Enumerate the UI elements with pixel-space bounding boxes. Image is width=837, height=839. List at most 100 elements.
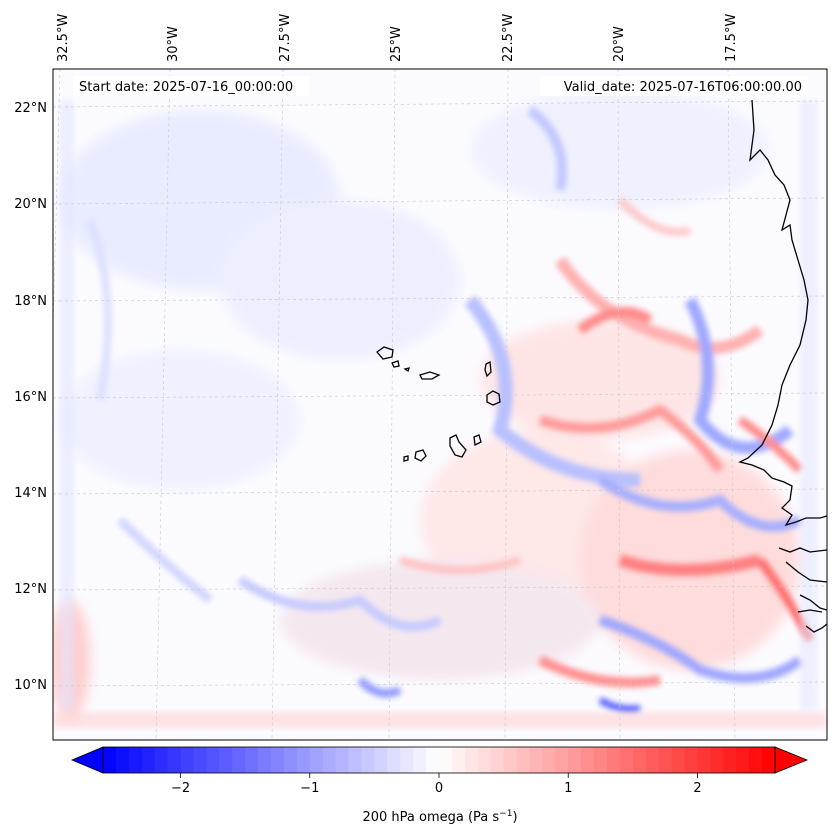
- colorbar-segment: [296, 747, 311, 773]
- colorbar-segment: [322, 747, 337, 773]
- island-santa-luzia: [403, 367, 410, 373]
- lon-label: 25°W: [389, 26, 404, 62]
- colorbar-label-text: 200 hPa omega (Pa s: [362, 810, 499, 825]
- colorbar-segment: [451, 747, 466, 773]
- colorbar-segment: [219, 747, 233, 773]
- island-fogo: [414, 449, 427, 462]
- colorbar-segment: [684, 747, 699, 773]
- colorbar-segment: [749, 747, 763, 773]
- colorbar-segment: [283, 747, 298, 773]
- colorbar-segment: [141, 747, 156, 773]
- map-panel: [52, 68, 828, 741]
- island-santo-antao: [376, 346, 394, 360]
- colorbar-segment: [645, 747, 660, 773]
- island-maio: [473, 434, 482, 446]
- start-date-box: [73, 76, 309, 96]
- colorbar-segment: [426, 747, 440, 773]
- lat-label: 14°N: [14, 486, 47, 501]
- lon-label: 30°W: [166, 26, 181, 62]
- lat-label: 12°N: [14, 582, 47, 597]
- colorbar-tick-label: −1: [300, 781, 319, 796]
- colorbar-segment: [542, 747, 556, 773]
- start-date-label: Start date: 2025-07-16_00:00:00: [79, 80, 293, 95]
- coastlines: [376, 99, 827, 633]
- colorbar-label-sup: −1: [499, 809, 512, 819]
- colorbar-extend-right: [774, 746, 809, 774]
- colorbar-extend-left: [70, 746, 104, 774]
- colorbar-segment: [374, 747, 388, 773]
- lon-label: 22.5°W: [501, 14, 516, 62]
- colorbar-segment: [490, 747, 505, 773]
- colorbar-segment: [516, 747, 531, 773]
- colorbar-segment: [413, 747, 427, 773]
- colorbar-segment: [503, 747, 518, 773]
- lat-label: 10°N: [14, 678, 47, 693]
- colorbar-label-close: ): [512, 810, 517, 825]
- colorbar: −2 −1 0 1 2 200 hPa omega (Pa s−1): [70, 746, 809, 825]
- colorbar-segment: [710, 747, 724, 773]
- colorbar-segment: [193, 747, 207, 773]
- island-brava: [403, 455, 409, 462]
- colorbar-segment: [594, 747, 608, 773]
- colorbar-segment: [581, 747, 595, 773]
- lat-label: 22°N: [14, 101, 47, 116]
- colorbar-segment: [400, 747, 414, 773]
- colorbar-segment: [128, 747, 143, 773]
- colorbar-ticks: −2 −1 0 1 2: [171, 773, 702, 796]
- valid-date-label: Valid_date: 2025-07-16T06:00:00.00: [564, 80, 802, 95]
- colorbar-segment: [439, 747, 453, 773]
- island-sao-vicente: [391, 360, 400, 368]
- lon-label: 20°W: [612, 26, 627, 62]
- colorbar-segment: [245, 747, 259, 773]
- latitude-labels: 22°N 20°N 18°N 16°N 14°N 12°N 10°N: [14, 101, 47, 693]
- omega-field: [53, 90, 827, 728]
- map-frame: [52, 68, 828, 741]
- island-santiago: [449, 434, 467, 458]
- colorbar-segment: [697, 747, 711, 773]
- colorbar-segment: [258, 747, 272, 773]
- colorbar-segment: [309, 747, 324, 773]
- longitude-labels: 32.5°W 30°W 27.5°W 25°W 22.5°W 20°W 17.5…: [56, 14, 739, 62]
- lon-label: 32.5°W: [56, 14, 71, 62]
- island-sal: [484, 360, 492, 378]
- graticule: [53, 69, 827, 740]
- colorbar-segment: [555, 747, 569, 773]
- colorbar-segment: [762, 747, 776, 773]
- colorbar-segment: [671, 747, 686, 773]
- colorbar-segment: [103, 747, 117, 773]
- colorbar-segment: [206, 747, 220, 773]
- colorbar-segment: [464, 747, 479, 773]
- colorbar-segment: [723, 747, 737, 773]
- colorbar-label: 200 hPa omega (Pa s−1): [362, 809, 517, 825]
- colorbar-segments: [103, 747, 776, 773]
- colorbar-segment: [736, 747, 750, 773]
- colorbar-segment: [619, 747, 634, 773]
- lon-label: 17.5°W: [724, 14, 739, 62]
- colorbar-tick-label: 0: [435, 781, 443, 796]
- colorbar-segment: [607, 747, 621, 773]
- colorbar-segment: [271, 747, 285, 773]
- lat-label: 16°N: [14, 390, 47, 405]
- colorbar-segment: [632, 747, 647, 773]
- colorbar-segment: [167, 747, 182, 773]
- colorbar-segment: [568, 747, 582, 773]
- colorbar-segment: [348, 747, 363, 773]
- colorbar-tick-label: −2: [171, 781, 190, 796]
- colorbar-segment: [658, 747, 673, 773]
- colorbar-segment: [180, 747, 195, 773]
- lon-label: 27.5°W: [278, 14, 293, 62]
- lat-label: 20°N: [14, 197, 47, 212]
- colorbar-segment: [529, 747, 543, 773]
- colorbar-tick-label: 2: [693, 781, 701, 796]
- island-sao-nicolau: [419, 371, 441, 380]
- colorbar-segment: [154, 747, 169, 773]
- colorbar-segment: [387, 747, 401, 773]
- colorbar-tick-label: 1: [564, 781, 572, 796]
- colorbar-segment: [335, 747, 350, 773]
- colorbar-segment: [361, 747, 375, 773]
- colorbar-segment: [232, 747, 246, 773]
- colorbar-segment: [115, 747, 130, 773]
- colorbar-segment: [477, 747, 492, 773]
- lat-label: 18°N: [14, 294, 47, 309]
- valid-date-box: [540, 76, 808, 96]
